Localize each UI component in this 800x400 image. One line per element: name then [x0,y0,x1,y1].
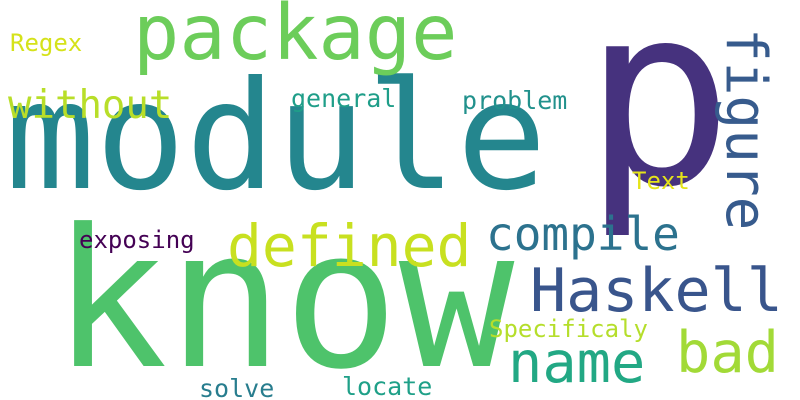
word-module: module [5,50,547,224]
word-defined: defined [227,212,472,280]
word-solve: solve [199,374,275,400]
word-p: p [583,0,734,242]
word-specificaly: Specificaly [489,315,648,343]
word-regex: Regex [10,29,83,57]
word-text: Text [632,167,690,195]
word-figure: figure [713,28,778,231]
word-problem: problem [462,86,568,115]
word-general: general [291,84,397,113]
word-bad: bad [676,320,779,386]
word-locate: locate [342,372,433,400]
word-haskell: Haskell [530,256,783,326]
word-know: know [52,189,515,400]
word-package: package [133,0,458,78]
word-exposing: exposing [79,226,195,254]
word-without: without [8,83,173,128]
word-compile: compile [486,207,680,261]
word-name: name [508,330,646,396]
